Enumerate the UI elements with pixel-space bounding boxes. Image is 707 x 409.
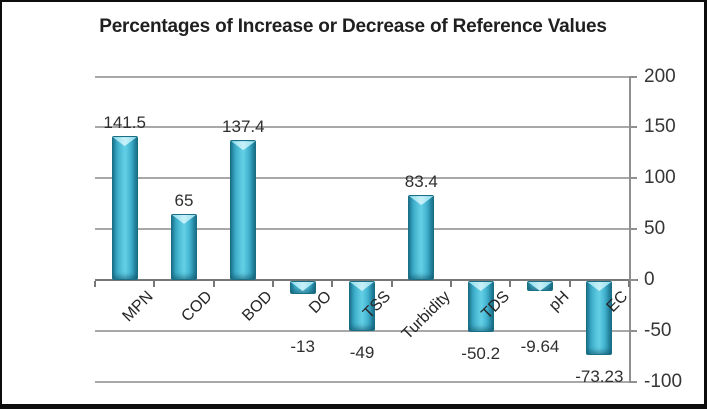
category-label-bod: BOD: [238, 288, 276, 325]
value-label-bod: 137.4: [222, 117, 265, 137]
category-label-turbidity: Turbidity: [398, 288, 454, 343]
bar-cod: [171, 213, 197, 280]
category-axis-tick: [94, 281, 96, 287]
y-axis-line: [629, 76, 631, 382]
category-axis-tick: [272, 281, 274, 287]
y-tick-label-0: 0: [644, 269, 655, 290]
bar-do: [289, 281, 316, 295]
value-label-cod: 65: [174, 190, 194, 210]
x-axis-line: [95, 279, 638, 281]
bar-tds: [467, 281, 494, 333]
category-axis-tick: [390, 281, 393, 287]
value-label-do: -13: [290, 337, 315, 356]
y-tick-label--100: -100: [644, 370, 683, 392]
y-axis-tick--100: [629, 380, 637, 383]
value-label-tss: -49: [349, 342, 375, 362]
y-tick-label-100: 100: [644, 167, 676, 189]
category-axis-tick: [153, 281, 156, 287]
y-tick-label--50: -50: [644, 319, 672, 341]
plot-area: 200 150 100 50 0 -50 -100 141.5 MPN 65 COD 137.4 BOD…: [2, 2, 704, 404]
chart-title: Percentages of Increase or Decrease of R…: [99, 16, 607, 37]
gridline--50: [95, 329, 629, 332]
category-label-ph: pH: [545, 288, 573, 315]
bar-ec: [586, 281, 613, 356]
value-label-turbidity: 83.4: [404, 172, 438, 192]
y-axis-tick-100: [629, 177, 637, 180]
value-label-ec: -73.23: [575, 367, 624, 387]
gridline--100: [95, 380, 629, 383]
gridline-200: [95, 75, 629, 78]
gridline-100: [95, 177, 629, 180]
value-label-mpn: 141.5: [103, 113, 146, 133]
y-tick-label-150: 150: [644, 116, 676, 138]
bar-turbidity: [408, 195, 435, 280]
category-axis-tick: [628, 281, 630, 287]
gridline-150: [95, 126, 629, 129]
category-axis-tick: [568, 281, 571, 287]
bar-mpn: [111, 136, 138, 280]
value-label-ph: -9.64: [520, 337, 560, 356]
category-axis-tick: [509, 281, 512, 287]
y-tick-label-50: 50: [644, 218, 666, 240]
y-axis-tick-50: [629, 228, 637, 231]
category-label-mpn: MPN: [119, 288, 157, 326]
category-axis-tick: [212, 281, 215, 287]
bar-ph: [527, 281, 553, 291]
y-axis-tick--50: [629, 329, 637, 332]
bar-bod: [230, 140, 257, 280]
y-axis-tick-150: [629, 126, 637, 129]
y-axis-tick-200: [629, 75, 637, 78]
category-label-cod: COD: [178, 288, 217, 326]
y-tick-label-200: 200: [644, 65, 676, 87]
bar-tss: [349, 281, 375, 331]
category-axis-tick: [331, 281, 334, 287]
category-axis-tick: [450, 281, 452, 287]
gridline-50: [95, 228, 629, 231]
y-axis-tick-0: [629, 279, 637, 281]
value-label-tds: -50.2: [461, 344, 501, 364]
